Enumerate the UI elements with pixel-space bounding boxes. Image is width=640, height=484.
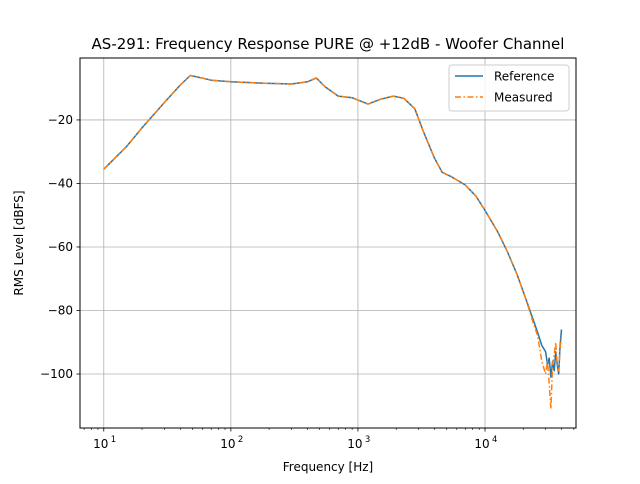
legend-reference-label: Reference bbox=[494, 70, 554, 84]
x-tick-label: 10 bbox=[220, 437, 235, 451]
y-tick-label: −60 bbox=[48, 240, 73, 254]
y-tick-label: −100 bbox=[40, 367, 73, 381]
legend: Reference Measured bbox=[448, 64, 570, 112]
legend-measured-label: Measured bbox=[494, 91, 553, 105]
x-tick-exponent: 1 bbox=[111, 435, 116, 445]
x-tick-label: 10 bbox=[93, 437, 108, 451]
axis-ticks: 10 1 10 2 10 3 10 4−20−40−60−80−100 bbox=[40, 113, 575, 451]
chart-title: AS-291: Frequency Response PURE @ +12dB … bbox=[92, 35, 565, 53]
plot-lines bbox=[103, 74, 563, 410]
x-tick-exponent: 4 bbox=[492, 435, 497, 445]
series-line-reference bbox=[103, 74, 563, 378]
x-axis-label: Frequency [Hz] bbox=[283, 460, 374, 474]
y-tick-label: −40 bbox=[48, 176, 73, 190]
x-tick-exponent: 3 bbox=[365, 435, 370, 445]
plot-frame bbox=[79, 57, 577, 429]
y-tick-label: −80 bbox=[48, 303, 73, 317]
y-tick-label: −20 bbox=[48, 113, 73, 127]
x-tick-label: 10 bbox=[347, 437, 362, 451]
y-axis-label: RMS Level [dBFS] bbox=[12, 190, 26, 295]
x-tick-exponent: 2 bbox=[238, 435, 243, 445]
series-line-measured bbox=[103, 74, 563, 410]
grid-lines bbox=[80, 58, 576, 428]
x-tick-label: 10 bbox=[474, 437, 489, 451]
